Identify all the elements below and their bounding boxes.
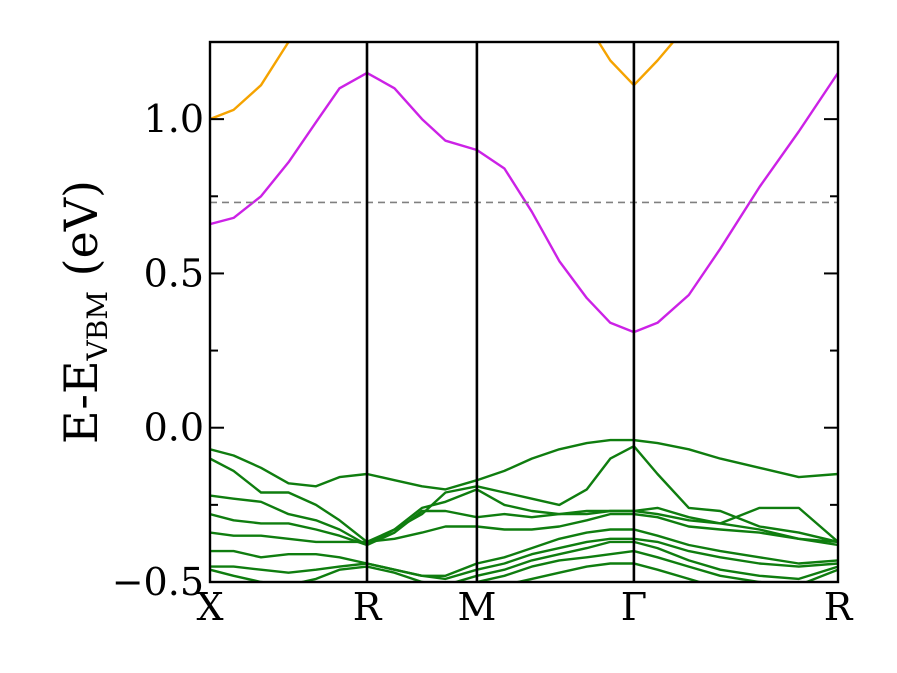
plot-area [210, 42, 838, 582]
band-line-valence-4 [210, 445, 838, 544]
band-line-valence-6 [210, 506, 838, 547]
x-tick-label-2: M [457, 585, 496, 629]
high-symmetry-lines [365, 42, 636, 582]
band-line-valence-5 [210, 488, 838, 547]
band-line-conduction_lowest-2 [210, 71, 838, 334]
x-tick-label-1: R [353, 585, 383, 629]
y-tick-label-2: 0.5 [144, 251, 204, 295]
y-axis-label-subscript: VBM [81, 291, 114, 361]
band-line-valence-9 [210, 537, 838, 581]
y-axis-label-unit: (eV) [54, 180, 108, 291]
x-tick-label-3: Γ [621, 585, 647, 629]
series-layer [210, 42, 838, 582]
band-line-valence-3 [210, 438, 838, 491]
x-tick-label-4: R [824, 585, 854, 629]
x-tick-label-0: X [196, 585, 223, 629]
y-tick-label-1: 0.0 [144, 406, 204, 450]
y-ticks [210, 118, 838, 583]
band-line-valence-7 [210, 512, 838, 544]
band-line-valence-8 [210, 528, 838, 577]
y-axis-label-main: E-E [54, 360, 108, 444]
y-tick-label-3: 1.0 [144, 97, 204, 141]
y-tick-label-0: −0.5 [112, 560, 204, 604]
band-line-conduction_upper-1 [597, 42, 675, 87]
band-line-valence-12 [512, 562, 704, 582]
axes-border [208, 40, 840, 584]
axes-frame [208, 40, 840, 584]
band-line-conduction_upper-0 [210, 42, 290, 121]
tick-labels: −0.5 0.0 0.5 1.0 X R M Γ R [112, 97, 854, 629]
y-axis-label: E-EVBM (eV) [54, 180, 114, 444]
